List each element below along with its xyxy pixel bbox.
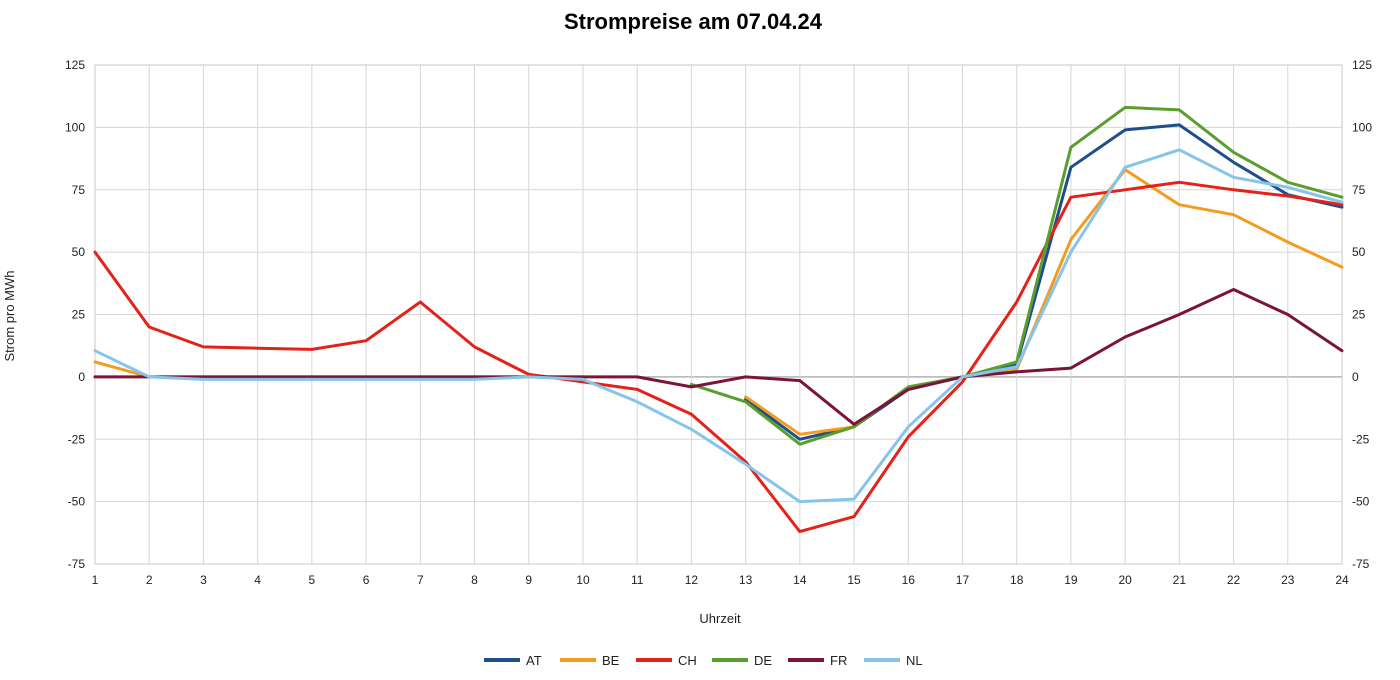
x-tick-label: 11 bbox=[631, 573, 644, 587]
legend: AT BE CH DE FR NL bbox=[484, 653, 923, 668]
legend-label-de: DE bbox=[754, 653, 772, 668]
y-tick-label-right: 50 bbox=[1352, 245, 1366, 259]
series-line-fr bbox=[93, 288, 1344, 426]
x-tick-label: 15 bbox=[847, 573, 861, 587]
y-tick-label-left: -50 bbox=[68, 495, 86, 509]
y-tick-label-left: 0 bbox=[78, 370, 85, 384]
series-line-ch bbox=[93, 180, 1344, 534]
x-tick-label: 1 bbox=[92, 573, 99, 587]
y-tick-label-right: 100 bbox=[1352, 120, 1372, 134]
series-line-be bbox=[744, 395, 856, 436]
y-tick-label-left: 50 bbox=[72, 245, 86, 259]
x-tick-label: 2 bbox=[146, 573, 153, 587]
y-tick-label-left: 25 bbox=[72, 308, 86, 322]
x-axis-label: Uhrzeit bbox=[699, 611, 741, 626]
x-tick-label: 7 bbox=[417, 573, 424, 587]
x-tick-label: 23 bbox=[1281, 573, 1295, 587]
legend-label-ch: CH bbox=[678, 653, 697, 668]
plot-area-border bbox=[94, 64, 1343, 565]
legend-label-fr: FR bbox=[830, 653, 847, 668]
series-line-nl bbox=[93, 148, 1344, 504]
y-tick-label-left: -25 bbox=[68, 432, 86, 446]
x-tick-label: 24 bbox=[1335, 573, 1349, 587]
x-tick-label: 6 bbox=[363, 573, 370, 587]
y-tick-label-left: 75 bbox=[72, 183, 86, 197]
x-tick-label: 14 bbox=[793, 573, 807, 587]
x-tick-label: 19 bbox=[1064, 573, 1078, 587]
y-tick-label-right: 25 bbox=[1352, 308, 1366, 322]
x-tick-label: 16 bbox=[902, 573, 916, 587]
y-tick-label-right: -75 bbox=[1352, 557, 1370, 571]
x-tick-label: 13 bbox=[739, 573, 753, 587]
x-tick-label: 20 bbox=[1118, 573, 1132, 587]
x-tick-label: 3 bbox=[200, 573, 207, 587]
x-tick-label: 10 bbox=[576, 573, 590, 587]
y-tick-label-left: 125 bbox=[65, 58, 85, 72]
series-line-at bbox=[744, 123, 1344, 441]
x-tick-label: 21 bbox=[1173, 573, 1187, 587]
x-tick-label: 5 bbox=[309, 573, 316, 587]
y-tick-label-right: -50 bbox=[1352, 495, 1370, 509]
legend-label-be: BE bbox=[602, 653, 620, 668]
x-tick-label: 4 bbox=[254, 573, 261, 587]
legend-label-nl: NL bbox=[906, 653, 923, 668]
x-tick-label: 8 bbox=[471, 573, 478, 587]
y-tick-label-right: 75 bbox=[1352, 183, 1366, 197]
y-tick-label-right: -25 bbox=[1352, 432, 1370, 446]
x-tick-label: 17 bbox=[956, 573, 970, 587]
x-tick-label: 22 bbox=[1227, 573, 1241, 587]
series-lines bbox=[93, 105, 1344, 534]
y-axis-label: Strom pro MWh bbox=[2, 270, 17, 361]
series-line-de bbox=[689, 105, 1344, 446]
x-tick-label: 9 bbox=[525, 573, 532, 587]
chart-title: Strompreise am 07.04.24 bbox=[564, 9, 823, 34]
legend-label-at: AT bbox=[526, 653, 542, 668]
y-tick-label-left: 100 bbox=[65, 120, 85, 134]
y-tick-label-right: 0 bbox=[1352, 370, 1359, 384]
y-tick-label-right: 125 bbox=[1352, 58, 1372, 72]
y-tick-label-left: -75 bbox=[68, 557, 86, 571]
x-tick-label: 12 bbox=[685, 573, 699, 587]
grid bbox=[94, 64, 1343, 565]
x-tick-label: 18 bbox=[1010, 573, 1024, 587]
